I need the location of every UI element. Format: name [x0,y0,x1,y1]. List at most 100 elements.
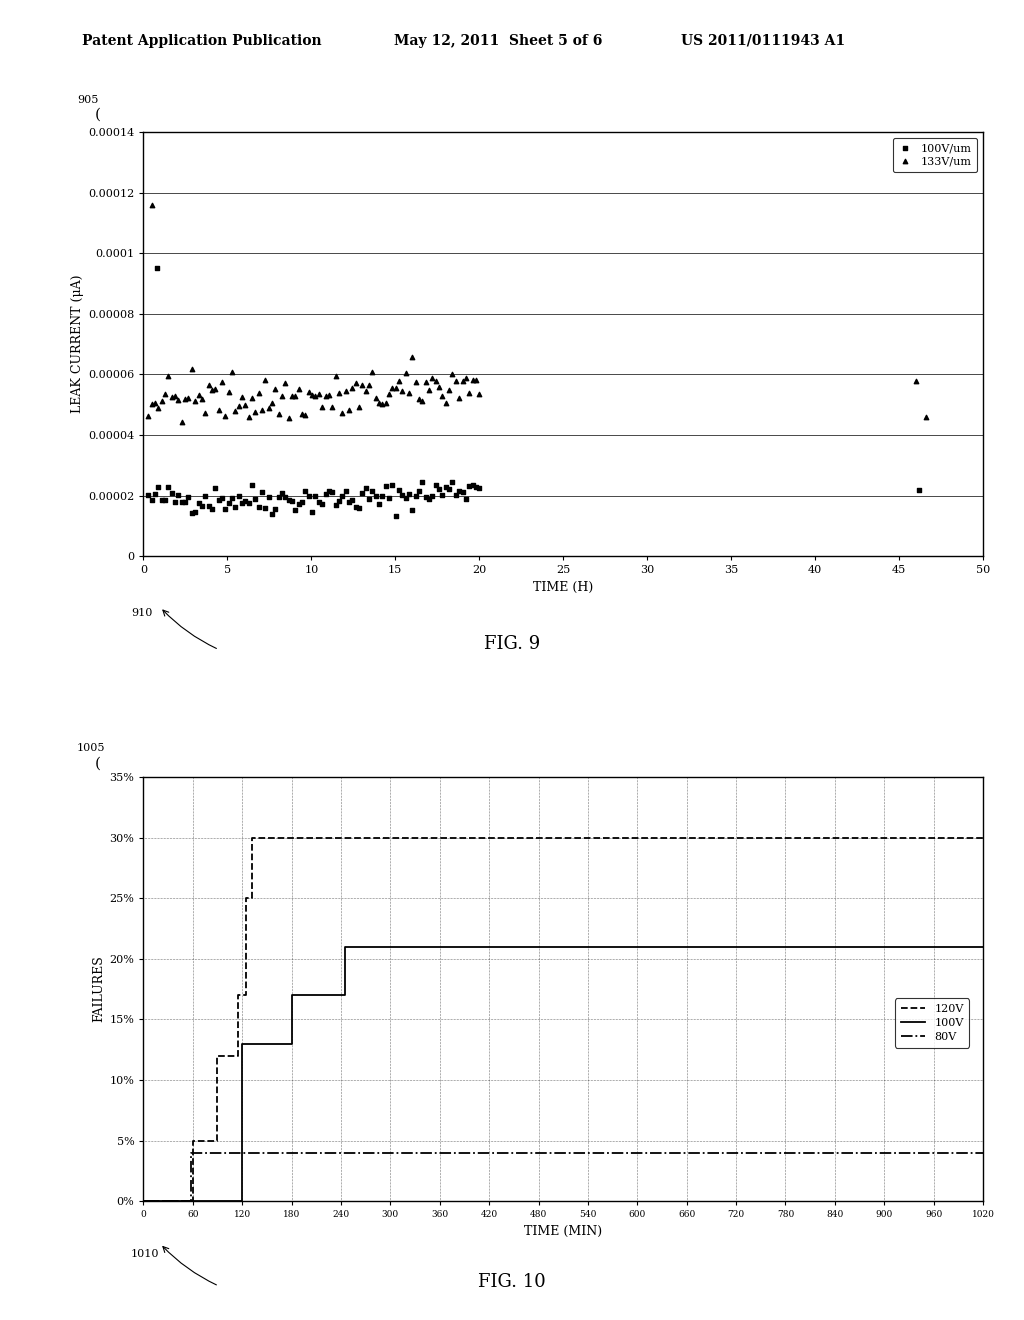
80V [185,1193,198,1209]
133V/um [177,388,194,409]
100V/um [394,484,411,506]
100V/um [244,474,260,495]
133V/um [210,399,226,420]
100V/um [143,490,160,511]
100V/um [378,475,394,496]
133V/um [278,372,294,393]
133V/um [220,381,237,403]
133V/um [183,358,200,379]
133V/um [371,392,387,413]
133V/um [418,371,434,392]
120V [186,1133,199,1148]
100V/um [441,479,458,500]
120V [186,1193,199,1209]
133V/um [451,388,467,409]
100V/um [273,483,290,504]
133V/um [244,387,260,408]
100V [236,1193,248,1209]
Line: 100V: 100V [143,946,983,1201]
100V/um [294,491,310,512]
133V/um [357,380,374,401]
133V/um [260,397,276,418]
80V [185,1144,198,1160]
100V/um [344,490,360,511]
100V/um [447,484,464,506]
100V [286,1036,298,1052]
133V/um [447,371,464,392]
100V/um [317,483,334,504]
100V/um [371,492,387,513]
Text: US 2011/0111943 A1: US 2011/0111943 A1 [681,34,845,48]
133V/um [224,362,241,383]
100V/um [291,494,307,515]
100V/um [220,492,237,513]
133V/um [444,363,461,384]
100V/um [321,480,337,502]
133V/um [307,385,324,407]
133V/um [408,371,424,392]
133V/um [154,391,170,412]
100V/um [241,492,257,513]
133V/um [421,379,437,400]
100V/um [471,478,487,499]
120V [246,890,258,906]
120V [231,1048,244,1064]
133V/um [146,392,163,413]
100V/um [210,490,226,511]
133V/um [281,408,297,429]
Text: May 12, 2011  Sheet 5 of 6: May 12, 2011 Sheet 5 of 6 [394,34,602,48]
Text: (: ( [95,756,101,771]
100V/um [204,499,220,520]
100V/um [424,486,440,507]
133V/um [151,397,167,418]
133V/um [288,385,304,407]
100V/um [334,486,350,507]
100V/um [368,486,384,507]
100V/um [161,477,177,498]
120V [137,1193,150,1209]
133V/um [217,405,233,426]
100V/um [397,487,414,508]
100V/um [201,495,217,516]
120V [977,829,989,845]
133V/um [170,389,186,411]
120V [240,987,252,1003]
100V/um [360,488,377,510]
133V/um [381,383,397,404]
133V/um [334,403,350,424]
133V/um [464,370,480,391]
100V/um [270,487,287,508]
120V [231,987,244,1003]
100V/um [140,484,157,506]
100V/um [458,488,474,510]
100V/um [278,487,294,508]
Text: 1010: 1010 [131,1249,160,1259]
133V/um [918,407,934,428]
100V/um [170,484,186,506]
100V/um [194,496,210,517]
120V [240,890,252,906]
100V/um [324,480,340,502]
100V/um [157,490,173,511]
133V/um [391,371,408,392]
100V/um [421,488,437,510]
100V/um [314,494,331,515]
100V [339,939,351,954]
Text: (: ( [95,108,101,121]
133V/um [197,403,213,424]
100V/um [331,491,347,512]
133V/um [461,381,477,403]
100V/um [408,486,424,507]
133V/um [328,366,344,387]
133V/um [161,366,177,387]
Text: 910: 910 [131,607,153,618]
80V [977,1144,989,1160]
120V [211,1133,223,1148]
100V/um [418,486,434,507]
100V/um [310,491,327,512]
100V/um [264,503,281,524]
X-axis label: TIME (MIN): TIME (MIN) [524,1225,602,1238]
100V/um [260,487,276,508]
133V/um [267,379,284,400]
133V/um [214,371,230,392]
